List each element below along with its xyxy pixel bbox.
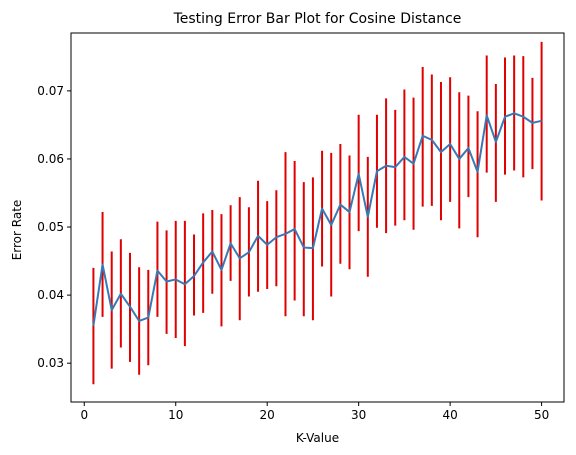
chart-title: Testing Error Bar Plot for Cosine Distan… [173, 11, 462, 27]
x-tick-label: 40 [442, 408, 457, 422]
y-axis-label: Error Rate [10, 200, 24, 261]
axes-frame [70, 32, 565, 403]
plot-area-border [70, 32, 565, 403]
y-tick-label: 0.06 [37, 152, 64, 166]
x-tick-label: 10 [168, 408, 183, 422]
y-tick-label: 0.07 [37, 84, 64, 98]
x-ticks-group: 0 10 20 30 40 50 [80, 402, 549, 422]
x-axis-label: K-Value [296, 431, 339, 445]
x-tick-label: 0 [80, 408, 88, 422]
series-line [92, 112, 542, 326]
y-ticks-group: 0.03 0.04 0.05 0.06 0.07 [37, 84, 71, 370]
y-tick-label: 0.04 [37, 288, 64, 302]
x-tick-label: 30 [351, 408, 366, 422]
x-tick-label: 50 [534, 408, 549, 422]
y-tick-label: 0.03 [37, 356, 64, 370]
series-group [92, 112, 542, 326]
x-tick-label: 20 [260, 408, 275, 422]
y-tick-label: 0.05 [37, 220, 64, 234]
